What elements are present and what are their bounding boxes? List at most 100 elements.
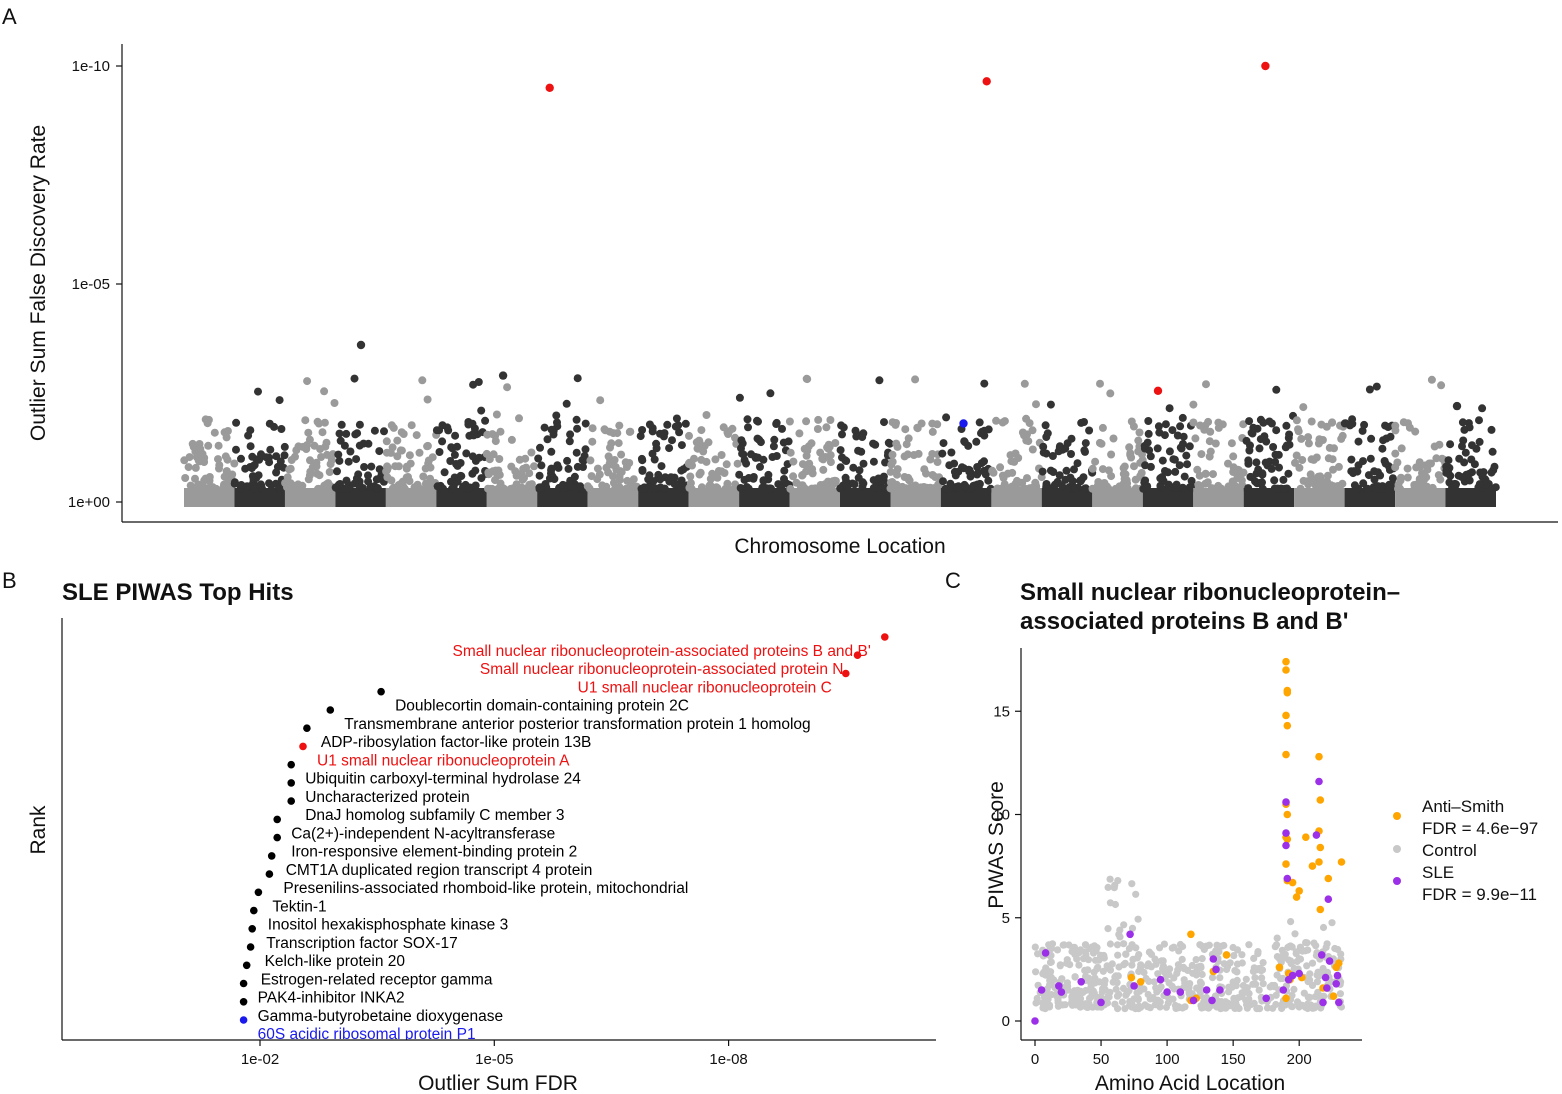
control-point <box>1217 1004 1226 1012</box>
manhattan-point <box>1209 484 1218 493</box>
manhattan-point <box>1156 481 1165 490</box>
manhattan-point <box>301 416 310 425</box>
manhattan-point <box>796 481 805 490</box>
manhattan-point <box>766 484 774 493</box>
manhattan-point <box>1011 449 1020 458</box>
manhattan-point <box>492 410 501 419</box>
chromosome-band <box>789 488 840 507</box>
control-point <box>1045 941 1053 949</box>
anti-smith-point <box>1282 711 1290 720</box>
manhattan-point <box>1465 476 1474 485</box>
control-point <box>1137 961 1145 969</box>
manhattan-point <box>1291 458 1299 467</box>
manhattan-point <box>859 459 868 468</box>
manhattan-point <box>340 441 349 450</box>
manhattan-point <box>1446 440 1455 449</box>
manhattan-point <box>650 484 659 492</box>
rank-point <box>265 870 274 878</box>
anti-smith-point <box>1329 992 1338 1000</box>
manhattan-point <box>686 483 695 492</box>
control-point <box>1086 945 1094 953</box>
control-point <box>1320 992 1328 1000</box>
control-point <box>1213 941 1221 949</box>
sle-point <box>1315 777 1323 786</box>
anti-smith-point <box>1288 878 1297 887</box>
manhattan-point <box>184 463 193 472</box>
control-point <box>1334 945 1342 954</box>
control-point <box>1245 989 1253 998</box>
manhattan-point <box>1104 466 1113 475</box>
manhattan-point <box>402 462 411 471</box>
manhattan-point <box>604 452 613 461</box>
manhattan-point <box>636 432 645 441</box>
manhattan-point <box>1444 456 1453 465</box>
manhattan-point <box>744 484 753 493</box>
manhattan-point <box>562 399 571 408</box>
manhattan-point <box>1372 382 1381 391</box>
manhattan-point <box>393 436 402 445</box>
manhattan-point <box>214 455 222 464</box>
manhattan-point <box>438 437 447 446</box>
manhattan-point <box>586 456 595 465</box>
manhattan-point <box>1259 418 1268 427</box>
manhattan-point <box>1285 430 1294 439</box>
rank-label: PAK4-inhibitor INKA2 <box>258 990 405 1007</box>
control-point <box>1106 875 1114 883</box>
manhattan-point <box>604 468 613 477</box>
sle-point <box>1279 986 1288 994</box>
panel-label-c: C <box>945 568 961 593</box>
manhattan-point <box>469 431 478 440</box>
manhattan-point <box>1125 443 1134 452</box>
control-point <box>1159 962 1167 970</box>
manhattan-point <box>802 417 811 426</box>
manhattan-point <box>220 472 229 481</box>
manhattan-point <box>496 427 505 436</box>
top-hits-title: SLE PIWAS Top Hits <box>62 579 294 606</box>
control-point <box>1061 1001 1069 1009</box>
manhattan-point <box>803 446 812 455</box>
manhattan-point <box>553 461 562 470</box>
control-point <box>1292 948 1300 956</box>
control-point <box>1300 989 1308 997</box>
manhattan-point <box>1130 462 1138 471</box>
sle-point <box>1189 996 1198 1005</box>
detail-y-tick-label: 5 <box>1002 910 1010 927</box>
anti-smith-point <box>1292 893 1301 901</box>
control-point <box>1113 941 1122 949</box>
manhattan-point <box>1120 462 1129 471</box>
manhattan-point <box>346 447 355 456</box>
manhattan-point <box>1451 482 1459 491</box>
manhattan-point <box>482 449 491 458</box>
manhattan-point <box>974 484 983 493</box>
control-point <box>1230 952 1238 960</box>
manhattan-point <box>1359 457 1367 466</box>
manhattan-point <box>786 484 795 493</box>
rank-label: Tektin-1 <box>272 898 326 915</box>
manhattan-point <box>610 456 619 464</box>
manhattan-point <box>283 473 292 482</box>
control-point <box>1203 1002 1211 1011</box>
control-point <box>1259 959 1267 967</box>
manhattan-point <box>702 411 711 419</box>
control-point <box>1159 957 1167 965</box>
manhattan-point <box>471 481 480 490</box>
manhattan-point <box>626 483 635 492</box>
control-point <box>1311 993 1319 1001</box>
manhattan-point <box>558 480 567 489</box>
manhattan-point <box>977 459 986 468</box>
manhattan-point <box>1205 437 1214 446</box>
manhattan-point <box>1282 421 1291 430</box>
manhattan-y-ticks: 1e-10 1e-05 1e+00 <box>68 58 122 511</box>
manhattan-point <box>205 473 214 481</box>
sle-point <box>1333 971 1342 980</box>
manhattan-point <box>977 429 985 438</box>
manhattan-point <box>192 484 201 493</box>
control-point <box>1336 990 1344 998</box>
manhattan-point <box>515 455 524 464</box>
control-point <box>1290 985 1298 994</box>
manhattan-point <box>1237 470 1245 479</box>
manhattan-point <box>1244 456 1253 465</box>
detail-title-line-1: Small nuclear ribonucleoprotein– <box>1020 579 1401 606</box>
manhattan-point <box>758 483 767 492</box>
top-hits-x-tick-label: 1e-02 <box>241 1051 279 1068</box>
